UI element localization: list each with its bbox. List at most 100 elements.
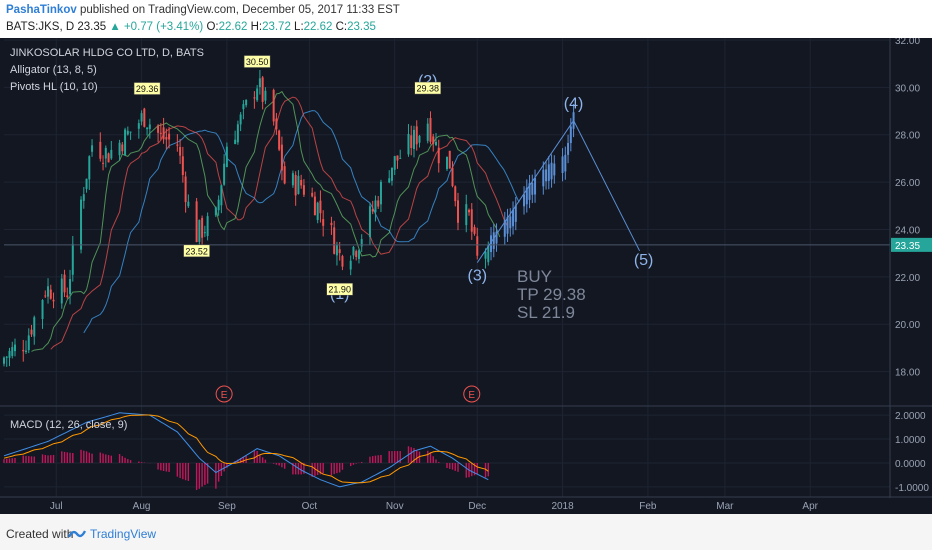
- macd-tick-label: 0.0000: [895, 459, 926, 470]
- time-tick-label: Sep: [218, 501, 236, 512]
- pivot-badge: [183, 244, 210, 258]
- forecast-body: [567, 143, 570, 155]
- earnings-label: E: [221, 390, 228, 401]
- candle-body: [214, 207, 217, 216]
- low-label: L:: [294, 21, 304, 33]
- candle-body: [47, 286, 50, 297]
- time-tick-label: Jul: [50, 501, 63, 512]
- candle-body: [278, 130, 281, 150]
- macd-tick-label: 1.0000: [895, 435, 926, 446]
- candle-body: [165, 136, 168, 140]
- candle-body: [256, 88, 259, 101]
- candle-body: [146, 127, 149, 130]
- macd-tick-label: 2.0000: [895, 411, 926, 422]
- candle-body: [357, 250, 360, 259]
- published-text: published on TradingView.com, December 0…: [76, 4, 400, 16]
- price-tick-label: 24.00: [895, 225, 920, 236]
- forecast-body: [569, 126, 572, 144]
- candle-body: [434, 141, 437, 146]
- candle-body: [264, 90, 267, 101]
- price-tick-label: 32.00: [895, 38, 920, 47]
- pivot-label: 29.36: [136, 84, 159, 94]
- price-chart-svg[interactable]: 23.35(1)(2)(3)(4)(5)29.3623.5230.5021.90…: [0, 36, 932, 514]
- candle-body: [258, 78, 261, 88]
- candle-body: [355, 251, 358, 257]
- candle-body: [69, 279, 72, 295]
- candle-body: [52, 299, 55, 302]
- candle-body: [126, 130, 129, 135]
- candle-body: [330, 222, 333, 226]
- candle-body: [275, 118, 278, 130]
- candle-body: [429, 117, 432, 142]
- time-tick-label: Oct: [302, 501, 318, 512]
- candle-body: [220, 185, 223, 206]
- candle-body: [3, 357, 5, 364]
- forecast-body: [490, 235, 493, 252]
- candle-body: [143, 108, 146, 127]
- pivot-badge: [133, 82, 161, 95]
- candle-body: [393, 156, 396, 170]
- candle-body: [195, 201, 198, 243]
- price-tick-label: 30.00: [895, 83, 920, 94]
- change-up-icon: ▲: [109, 21, 121, 33]
- buy-annotation: BUY: [517, 267, 552, 286]
- high-value: 23.72: [262, 21, 291, 33]
- candle-body: [236, 124, 239, 143]
- candle-body: [71, 243, 74, 275]
- candle-body: [368, 206, 371, 238]
- candle-body: [377, 200, 380, 207]
- candle-body: [91, 145, 94, 152]
- legend-alligator[interactable]: Alligator (13, 8, 5): [10, 64, 97, 76]
- candle-body: [300, 179, 303, 186]
- publication-header: PashaTinkov published on TradingView.com…: [0, 0, 932, 38]
- legend-macd[interactable]: MACD (12, 26, close, 9): [10, 419, 127, 431]
- candle-body: [374, 200, 377, 213]
- last-price-badge: [891, 237, 932, 252]
- time-tick-label: Apr: [802, 501, 818, 512]
- candle-body: [432, 136, 435, 144]
- candle-body: [187, 201, 190, 207]
- candle-body: [349, 260, 352, 270]
- candle-body: [198, 219, 201, 242]
- time-tick-label: Mar: [716, 501, 734, 512]
- candle-body: [5, 356, 8, 358]
- forecast-body: [542, 169, 545, 187]
- tradingview-link[interactable]: TradingView: [90, 527, 157, 541]
- forecast-body: [503, 220, 506, 237]
- candle-body: [253, 97, 256, 99]
- time-tick-label: 2018: [551, 501, 574, 512]
- forecast-body: [545, 169, 548, 182]
- candle-body: [110, 149, 113, 159]
- candle-body: [80, 199, 83, 250]
- axes: 18.00 20.00 22.00 24.00 26.00 28.00 30.00 32.00…: [0, 36, 932, 512]
- candle-body: [63, 274, 66, 293]
- candle-body: [102, 162, 105, 164]
- candle-body: [239, 114, 242, 125]
- candle-body: [335, 245, 338, 256]
- legend-pivots[interactable]: Pivots HL (10, 10): [10, 81, 98, 93]
- forecast-body: [553, 163, 556, 176]
- candle-body: [140, 113, 143, 122]
- tp-annotation: TP 29.38: [517, 285, 586, 304]
- candle-body: [217, 199, 220, 211]
- author-link[interactable]: PashaTinkov: [6, 4, 77, 16]
- candle-body: [223, 163, 226, 185]
- candle-body: [319, 200, 322, 214]
- pivot-label: 21.90: [328, 285, 351, 295]
- chart-area[interactable]: 23.35(1)(2)(3)(4)(5)29.3623.5230.5021.90…: [0, 36, 932, 514]
- annotations: 23.35(1)(2)(3)(4)(5)29.3623.5230.5021.90…: [4, 55, 932, 403]
- candle-body: [33, 317, 36, 337]
- symbol-label: BATS:JKS, D: [6, 21, 75, 33]
- candle-body: [82, 194, 85, 201]
- tradingview-logo-icon[interactable]: [68, 526, 86, 540]
- candle-body: [426, 123, 429, 141]
- earnings-marker: [463, 385, 481, 403]
- candle-body: [448, 150, 451, 169]
- candle-body: [451, 167, 454, 187]
- candle-body: [446, 156, 448, 170]
- candle-body: [30, 329, 33, 335]
- wave-label: (5): [634, 252, 654, 269]
- candle-body: [468, 209, 471, 213]
- forecast-body: [550, 162, 553, 180]
- candle-body: [283, 166, 286, 184]
